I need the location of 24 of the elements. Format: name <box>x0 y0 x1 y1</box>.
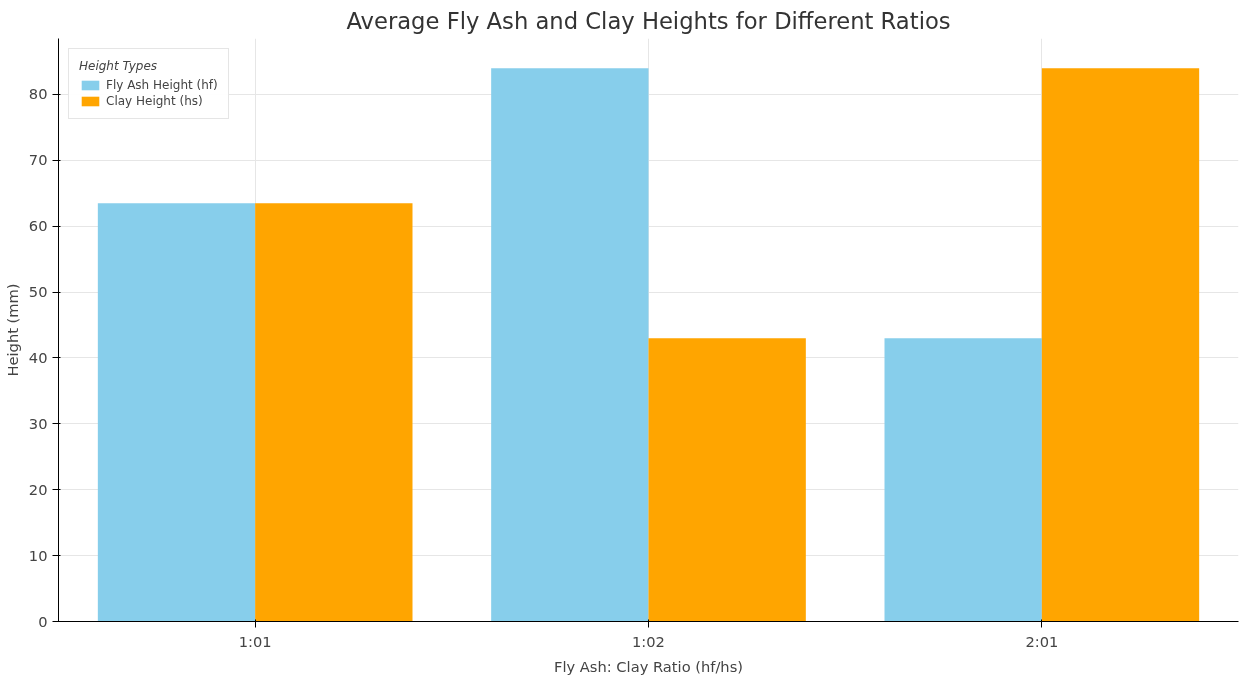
legend-label: Fly Ash Height (hf) <box>106 78 218 92</box>
x-tick-label: 2:01 <box>1025 632 1059 650</box>
y-tick-label: 0 <box>38 612 48 630</box>
y-tick-label: 70 <box>28 151 48 169</box>
bar <box>884 338 1042 622</box>
y-tick-label: 40 <box>28 349 48 366</box>
legend-label: Clay Height (hs) <box>106 94 203 108</box>
bar <box>1041 68 1200 622</box>
x-tick-label: 1:01 <box>238 632 272 650</box>
bar <box>255 203 413 622</box>
y-tick-label: 30 <box>28 414 48 432</box>
legend-title: Height Types <box>79 59 159 73</box>
y-axis-title: Height (mm) <box>3 283 21 377</box>
x-tick-label: 1:02 <box>632 632 665 650</box>
y-tick-label: 10 <box>28 546 48 564</box>
bar <box>648 338 806 622</box>
y-tick-label: 50 <box>28 283 48 301</box>
chart-title: Average Fly Ash and Clay Heights for Different Ratios <box>346 7 951 34</box>
y-tick-label: 80 <box>28 85 48 103</box>
bar <box>97 203 256 622</box>
y-tick-label: 20 <box>28 480 48 498</box>
bar <box>491 68 649 622</box>
x-axis-title: Fly Ash: Clay Ratio (hf/hs) <box>553 657 744 675</box>
y-tick-label: 60 <box>28 217 48 235</box>
